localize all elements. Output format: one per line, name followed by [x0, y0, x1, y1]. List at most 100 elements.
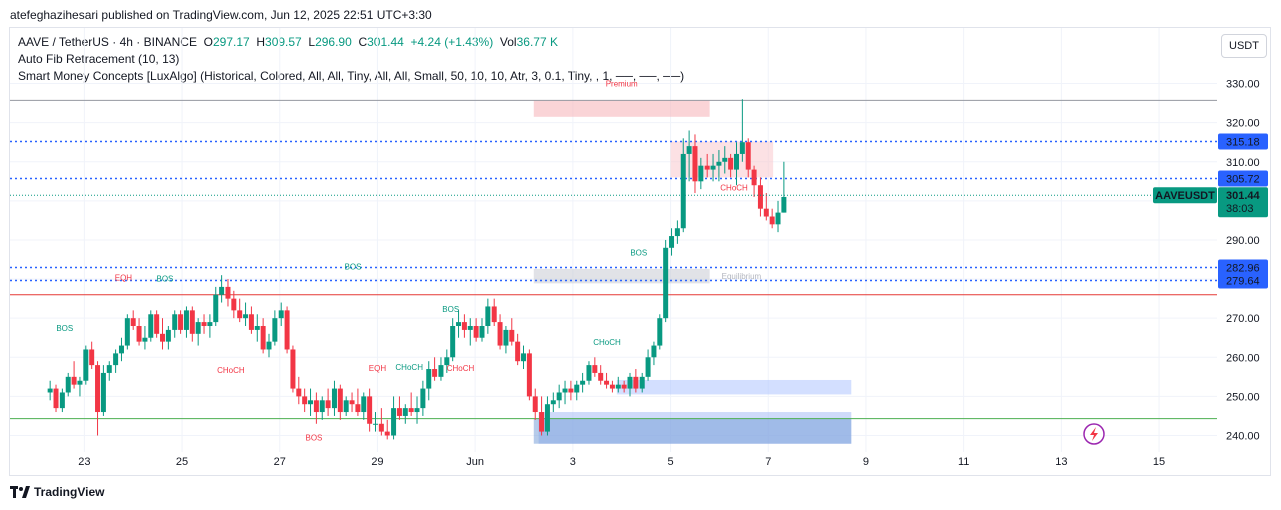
candle-up[interactable] [308, 400, 314, 405]
candle-down[interactable] [509, 329, 515, 342]
candle-up[interactable] [485, 306, 491, 327]
candle-down[interactable] [692, 146, 698, 182]
candle-up[interactable] [372, 423, 378, 425]
candle-up[interactable] [148, 314, 154, 338]
candle-up[interactable] [580, 380, 586, 385]
candle-up[interactable] [426, 369, 432, 389]
candle-up[interactable] [615, 384, 621, 389]
candle-up[interactable] [420, 388, 426, 409]
candle-up[interactable] [402, 408, 408, 416]
candle-down[interactable] [757, 185, 763, 209]
candle-down[interactable] [53, 388, 59, 409]
candle-down[interactable] [621, 384, 627, 389]
candle-down[interactable] [231, 298, 237, 311]
candle-up[interactable] [118, 345, 124, 354]
candle-down[interactable] [763, 208, 769, 217]
candle-up[interactable] [272, 318, 278, 342]
candle-down[interactable] [609, 384, 615, 389]
candle-down[interactable] [160, 333, 166, 342]
candle-down[interactable] [408, 408, 414, 413]
candle-up[interactable] [319, 400, 325, 413]
candle-down[interactable] [313, 400, 319, 413]
symbol-legend-row[interactable]: AAVE / TetherUS · 4h · BINANCE O297.17 H… [18, 34, 684, 51]
candle-up[interactable] [47, 388, 53, 393]
candle-down[interactable] [71, 376, 77, 385]
candle-down[interactable] [704, 165, 710, 170]
candle-down[interactable] [396, 408, 402, 416]
candle-up[interactable] [343, 400, 349, 413]
candle-down[interactable] [95, 365, 101, 413]
candle-down[interactable] [296, 388, 302, 397]
candle-down[interactable] [497, 322, 503, 346]
candle-down[interactable] [568, 388, 574, 393]
candle-down[interactable] [769, 216, 775, 225]
candle-up[interactable] [467, 326, 473, 330]
candle-up[interactable] [544, 404, 550, 432]
candle-up[interactable] [775, 212, 781, 225]
candle-down[interactable] [367, 396, 373, 424]
candle-down[interactable] [491, 306, 497, 323]
tradingview-logo[interactable]: TradingView [10, 485, 104, 499]
candle-down[interactable] [432, 369, 438, 377]
candle-up[interactable] [391, 408, 397, 436]
candle-down[interactable] [526, 353, 532, 397]
candle-down[interactable] [539, 412, 545, 432]
candle-up[interactable] [106, 365, 112, 373]
candle-down[interactable] [225, 286, 231, 299]
candle-up[interactable] [556, 392, 562, 401]
candle-up[interactable] [680, 153, 686, 229]
candle-up[interactable] [361, 396, 367, 413]
candle-up[interactable] [183, 310, 189, 330]
candle-down[interactable] [473, 326, 479, 338]
candle-down[interactable] [349, 400, 355, 405]
candle-down[interactable] [302, 396, 308, 405]
candle-up[interactable] [521, 353, 527, 362]
candle-down[interactable] [633, 376, 639, 389]
candle-up[interactable] [65, 376, 71, 393]
candle-up[interactable] [172, 314, 178, 330]
candle-down[interactable] [337, 388, 343, 413]
candle-down[interactable] [384, 431, 390, 436]
candle-up[interactable] [195, 322, 201, 334]
candle-up[interactable] [331, 388, 337, 409]
candle-up[interactable] [207, 322, 213, 327]
candle-up[interactable] [254, 326, 260, 330]
candle-up[interactable] [645, 357, 651, 377]
candle-up[interactable] [503, 329, 509, 346]
candle-down[interactable] [260, 326, 266, 350]
candle-down[interactable] [237, 310, 243, 319]
candle-up[interactable] [444, 357, 450, 366]
candle-down[interactable] [248, 314, 254, 330]
candle-down[interactable] [189, 310, 195, 334]
candle-down[interactable] [325, 400, 331, 409]
candle-up[interactable] [77, 380, 83, 385]
candle-up[interactable] [686, 146, 692, 154]
candle-up[interactable] [710, 165, 716, 170]
candle-up[interactable] [450, 326, 456, 358]
candle-up[interactable] [113, 353, 119, 366]
indicator-fib-row[interactable]: Auto Fib Retracement (10, 13) [18, 52, 180, 66]
candle-up[interactable] [438, 365, 444, 377]
candle-up[interactable] [219, 286, 225, 295]
candle-down[interactable] [604, 380, 610, 385]
candle-down[interactable] [515, 341, 521, 362]
candle-up[interactable] [733, 153, 739, 170]
candle-up[interactable] [657, 318, 663, 346]
candle-up[interactable] [278, 310, 284, 319]
candle-down[interactable] [378, 423, 384, 432]
candle-up[interactable] [266, 341, 272, 350]
candle-down[interactable] [592, 365, 598, 373]
candle-up[interactable] [781, 196, 787, 213]
candle-up[interactable] [574, 384, 580, 393]
candle-up[interactable] [669, 236, 675, 248]
candle-down[interactable] [745, 142, 751, 170]
candle-down[interactable] [89, 349, 95, 366]
candle-up[interactable] [243, 314, 249, 319]
candle-down[interactable] [154, 314, 160, 334]
candle-up[interactable] [698, 165, 704, 182]
candle-down[interactable] [532, 396, 538, 413]
candle-up[interactable] [456, 322, 462, 327]
candle-down[interactable] [751, 169, 757, 186]
candle-down[interactable] [355, 404, 361, 413]
